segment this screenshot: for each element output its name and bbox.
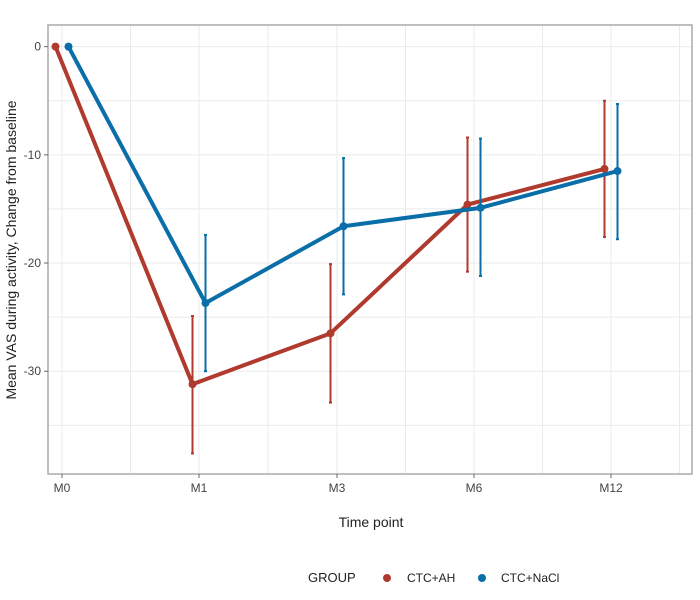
x-tick-label: M6 <box>466 481 483 495</box>
x-tick-label: M12 <box>599 481 623 495</box>
x-tick-label: M3 <box>329 481 346 495</box>
data-point <box>201 299 210 308</box>
data-point <box>64 42 73 51</box>
grid-layer <box>48 25 692 474</box>
legend: GROUP CTC+AH CTC+NaCl <box>308 570 559 585</box>
y-tick-label: -10 <box>24 148 42 162</box>
legend-marker <box>383 574 391 582</box>
y-tick-label: -30 <box>24 364 42 378</box>
legend-items: CTC+AH CTC+NaCl <box>383 571 559 585</box>
y-tick-label: -20 <box>24 256 42 270</box>
data-point <box>600 164 609 173</box>
data-point <box>463 200 472 209</box>
data-point <box>188 380 197 389</box>
y-tick-label: 0 <box>34 40 41 54</box>
legend-title: GROUP <box>308 570 356 585</box>
data-point <box>613 167 622 176</box>
series-ctc-ah <box>51 42 609 455</box>
data-point <box>476 203 485 212</box>
x-tick-label: M1 <box>191 481 208 495</box>
legend-marker <box>478 574 486 582</box>
x-axis-title: Time point <box>339 514 404 530</box>
legend-label: CTC+AH <box>407 571 455 585</box>
y-tick-labels: 0 -10 -20 -30 <box>24 40 48 378</box>
x-tick-labels: M0 M1 M3 M6 M12 <box>54 474 623 495</box>
data-point <box>339 222 348 231</box>
legend-label: CTC+NaCl <box>501 571 559 585</box>
y-axis-title: Mean VAS during activity, Change from ba… <box>3 100 19 399</box>
plot-frame <box>47 24 693 475</box>
data-point <box>326 329 335 338</box>
data-point <box>51 42 60 51</box>
series-layer <box>51 42 622 455</box>
series-ctc-nacl <box>64 42 622 373</box>
x-tick-label: M0 <box>54 481 71 495</box>
